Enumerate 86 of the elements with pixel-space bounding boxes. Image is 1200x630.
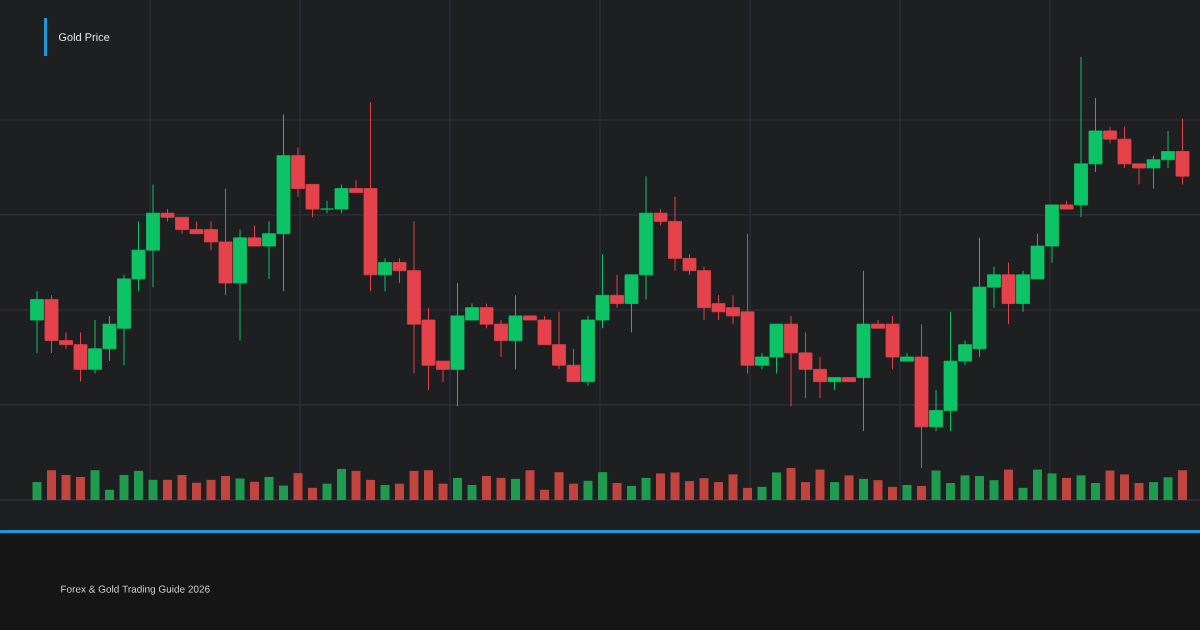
bar	[728, 474, 738, 500]
bar	[612, 483, 622, 500]
bar	[496, 477, 506, 500]
candlestick	[30, 290, 44, 354]
bar	[1076, 475, 1086, 500]
bar	[235, 478, 245, 500]
bar	[1091, 483, 1101, 500]
bar	[989, 480, 999, 500]
bar	[177, 475, 187, 500]
bar	[206, 479, 216, 500]
bar	[699, 478, 709, 500]
bar	[540, 489, 550, 500]
bar	[946, 483, 956, 500]
bar	[583, 480, 593, 500]
bar	[670, 472, 680, 500]
bar	[148, 479, 158, 500]
bar	[772, 472, 782, 500]
bar	[438, 483, 448, 500]
bar	[873, 480, 883, 500]
bar	[1163, 477, 1173, 500]
bar	[1105, 470, 1115, 500]
bar	[424, 470, 434, 500]
bar	[192, 482, 202, 500]
bar	[279, 485, 289, 500]
bar	[511, 478, 520, 500]
bar	[931, 470, 941, 500]
bar	[453, 477, 463, 500]
bar	[685, 481, 695, 500]
bar	[830, 482, 840, 500]
bar	[47, 470, 56, 500]
bar	[221, 475, 230, 500]
bar	[859, 478, 869, 500]
bar	[351, 470, 361, 500]
bar	[641, 477, 651, 500]
bar	[786, 467, 796, 500]
bar	[960, 475, 970, 500]
candlestick	[378, 257, 392, 292]
bar	[105, 489, 114, 500]
bar	[395, 483, 405, 500]
bar	[322, 483, 332, 500]
bar	[801, 482, 811, 500]
bar	[61, 475, 71, 500]
bar	[119, 475, 129, 500]
bar	[917, 485, 927, 500]
bar	[163, 479, 173, 500]
bar	[1149, 482, 1159, 500]
bar	[627, 485, 637, 500]
bar	[569, 483, 579, 500]
bar	[714, 482, 724, 500]
bar	[1178, 470, 1188, 500]
bar	[598, 472, 608, 500]
chart-title: Gold Price	[58, 32, 110, 42]
bar	[902, 484, 912, 500]
bar	[308, 487, 318, 500]
candlestick	[610, 274, 624, 309]
bar	[656, 473, 666, 500]
bar	[844, 475, 854, 500]
bar	[757, 486, 767, 500]
bar	[554, 472, 564, 500]
text: Forex & Gold Trading Guide 2026	[61, 585, 210, 595]
bar	[380, 484, 390, 500]
bar	[264, 476, 274, 500]
bar	[366, 479, 375, 500]
bar	[467, 484, 477, 500]
bar	[409, 470, 419, 500]
bar	[743, 487, 753, 500]
bar	[1033, 469, 1043, 500]
bar	[975, 475, 985, 500]
bar	[815, 469, 825, 500]
bar	[76, 476, 85, 500]
bar	[337, 468, 347, 500]
bar	[250, 481, 259, 500]
bar	[482, 475, 492, 500]
candlestick	[247, 225, 262, 247]
bar	[1047, 473, 1057, 500]
bar	[1134, 483, 1144, 500]
bar	[1062, 477, 1072, 500]
bar	[293, 473, 303, 500]
bar	[525, 470, 535, 500]
bar	[1120, 474, 1130, 500]
bar	[90, 470, 100, 500]
bar	[1004, 469, 1014, 500]
bar	[134, 470, 144, 500]
bar	[1018, 487, 1028, 500]
bar	[888, 486, 898, 500]
bar	[32, 482, 42, 500]
